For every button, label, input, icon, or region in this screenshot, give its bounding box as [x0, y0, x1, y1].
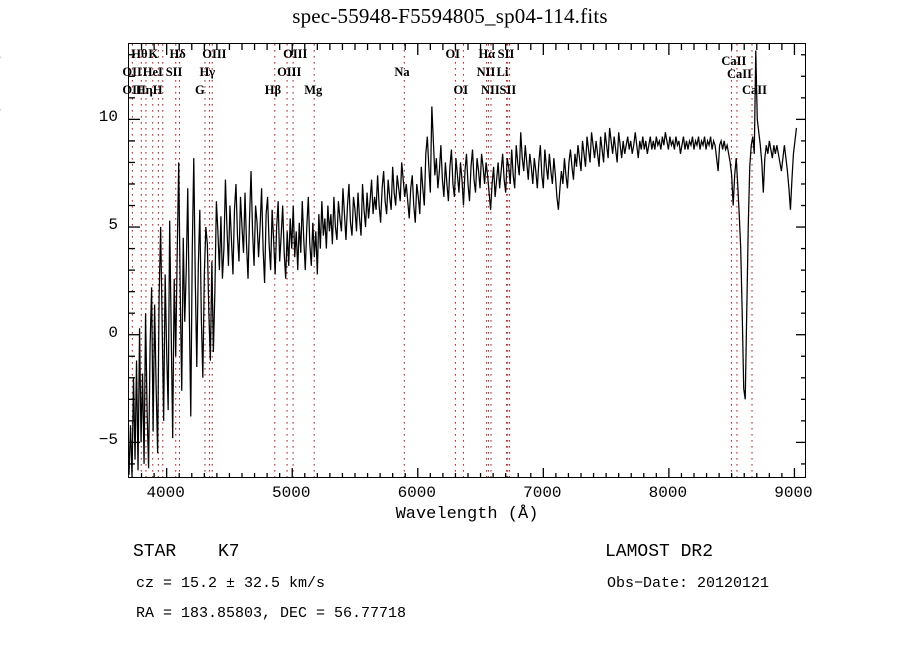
line-label-NII-6583: NII — [480, 83, 500, 97]
line-label-SII-6716: SII — [497, 47, 515, 61]
line-label-OIII-4363: OIII — [202, 47, 227, 61]
line-label-Li-6707: Li — [496, 65, 509, 79]
line-label-OII-3727: OII — [122, 65, 142, 79]
y-tick-label-10: 10 — [98, 108, 118, 127]
spectrum-canvas — [129, 44, 805, 477]
y-tick-label--5: −5 — [98, 431, 118, 450]
line-label-H-4341: Hγ — [199, 65, 216, 79]
line-label-OII-3727: OII — [122, 83, 142, 97]
line-label-K-3934: K — [148, 47, 159, 61]
spectrum-trace — [129, 50, 798, 477]
y-axis-label: Flux (relative) — [0, 0, 2, 150]
line-label-G-4305: G — [194, 83, 205, 97]
line-label-OI-6364: OI — [453, 83, 469, 97]
line-label-Na-5893: Na — [394, 65, 410, 79]
line-label-H-3969: H — [152, 83, 163, 97]
line-label-CaII-8662: CaII — [742, 83, 768, 97]
x-tick-label-6000: 6000 — [397, 484, 436, 502]
line-label-H-4102: Hδ — [169, 47, 186, 61]
line-label-NII-6548: NII — [476, 65, 496, 79]
x-tick-label-8000: 8000 — [648, 484, 688, 502]
survey-name: LAMOST DR2 — [605, 542, 714, 562]
object-type: STAR — [133, 542, 177, 562]
line-label-Mg-5175: Mg — [304, 83, 323, 97]
line-label-H-3798: Hθ — [131, 47, 148, 61]
line-label-OIII-5007: OIII — [283, 47, 308, 61]
x-axis-label: Wavelength (Å) — [395, 505, 539, 524]
x-tick-label-9000: 9000 — [774, 484, 813, 502]
line-label-HeI-3889: HeI — [142, 65, 163, 79]
observation-date: Obs−Date: 20120121 — [607, 575, 770, 592]
y-tick-label-0: 0 — [108, 323, 118, 342]
line-label-H-6563: Hα — [478, 47, 496, 61]
line-label-SII-4072: SII — [165, 65, 183, 79]
x-tick-label-7000: 7000 — [523, 484, 562, 502]
plot-frame — [128, 43, 806, 478]
y-tick-label-5: 5 — [108, 216, 118, 235]
line-label-H-3835: Hη — [135, 83, 153, 97]
plot-area — [129, 44, 805, 477]
line-label-H-4861: Hβ — [264, 83, 282, 97]
x-tick-label-4000: 4000 — [146, 484, 185, 502]
redshift-velocity: cz = 15.2 ± 32.5 km/s — [136, 575, 326, 592]
line-label-SII-6731: SII — [499, 83, 517, 97]
page-title: spec-55948-F5594805_sp04-114.fits — [292, 4, 608, 28]
line-label-OIII-4959: OIII — [277, 65, 302, 79]
line-label-CaII-8542: CaII — [726, 67, 752, 81]
x-tick-label-5000: 5000 — [272, 484, 311, 502]
spectral-class: K7 — [218, 542, 240, 562]
coordinates: RA = 183.85803, DEC = 56.77718 — [136, 605, 407, 622]
line-label-OI-6300: OI — [445, 47, 461, 61]
line-label-CaII-8498: CaII — [721, 54, 747, 68]
